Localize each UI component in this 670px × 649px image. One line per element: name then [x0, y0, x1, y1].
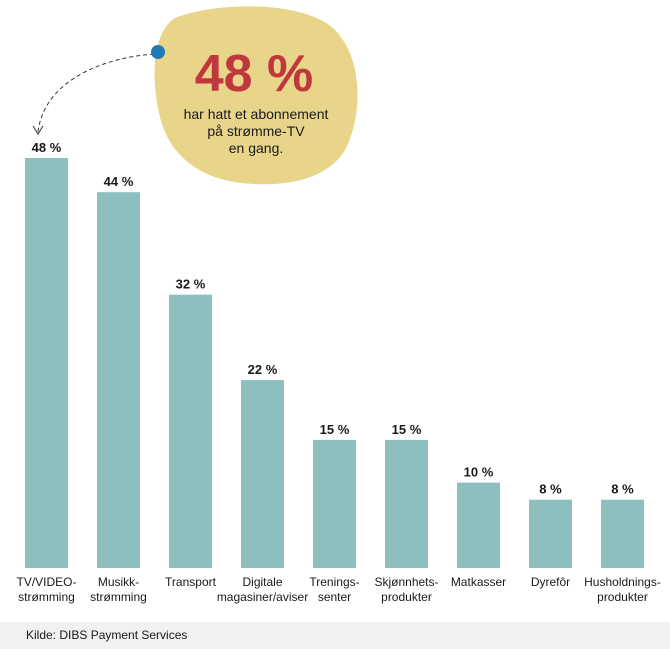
category-label-2: Transport [165, 575, 217, 589]
bar-7 [529, 499, 572, 568]
callout-line-2: på strømme-TV [207, 123, 305, 139]
bar-8 [601, 499, 644, 568]
callout-dot [151, 45, 165, 59]
value-label-2: 32 % [176, 277, 206, 292]
category-label-1: Musikk-strømming [90, 575, 147, 604]
bar-0 [25, 158, 68, 568]
category-label-3: Digitale magasiner/aviser [217, 575, 308, 604]
bars-layer: 48 % TV/VIDEO-strømming 44 % Musikk-strømmi… [16, 140, 660, 604]
bar-3 [241, 380, 284, 568]
value-label-7: 8 % [539, 482, 562, 497]
callout-line-3: en gang. [229, 140, 284, 156]
value-label-0: 48 % [32, 140, 62, 155]
callout-arrow [37, 53, 155, 133]
callout-arrow-head [32, 125, 44, 135]
bar-5 [385, 439, 428, 568]
value-label-3: 22 % [248, 362, 278, 377]
value-label-4: 15 % [320, 422, 350, 437]
category-label-6: Matkasser [451, 575, 506, 589]
value-label-5: 15 % [392, 422, 422, 437]
category-label-4: Trenings-senter [309, 575, 359, 604]
bar-4 [313, 439, 356, 568]
footer: Kilde: DIBS Payment Services [0, 622, 670, 649]
callout-line-1: har hatt et abonnement [184, 106, 329, 122]
bar-6 [457, 482, 500, 568]
category-label-7: Dyrefôr [531, 575, 570, 589]
callout-value: 48 % [195, 45, 314, 103]
category-label-0: TV/VIDEO-strømming [16, 575, 76, 604]
bar-2 [169, 294, 212, 568]
value-label-6: 10 % [464, 465, 494, 480]
category-label-8: Husholdnings-produkter [584, 575, 661, 604]
value-label-1: 44 % [104, 174, 134, 189]
value-label-8: 8 % [611, 482, 634, 497]
source-text: Kilde: DIBS Payment Services [26, 628, 188, 642]
category-label-5: Skjønnhets-produkter [374, 575, 438, 604]
callout-blob [154, 6, 358, 185]
bar-chart-svg: 48 % TV/VIDEO-strømming 44 % Musikk-strømmi… [16, 6, 661, 604]
bar-1 [97, 192, 140, 568]
callout: 48 % har hatt et abonnement på strømme-T… [32, 6, 358, 185]
